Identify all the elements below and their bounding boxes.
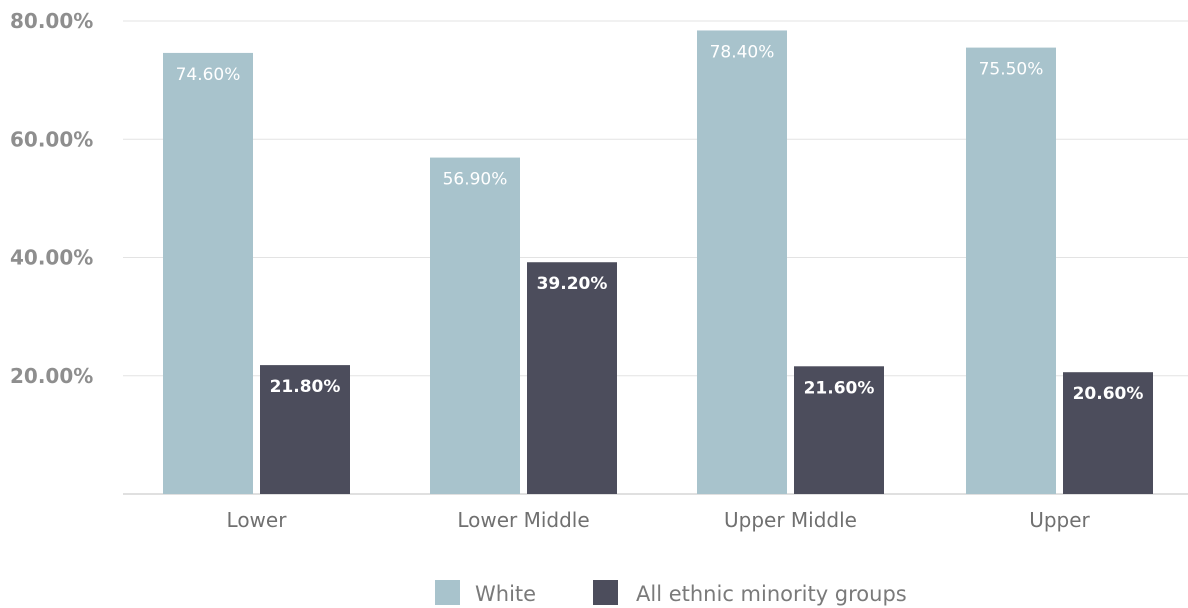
data-label: 20.60% [1073, 384, 1144, 404]
legend-label-white: White [475, 582, 536, 606]
data-label: 74.60% [176, 65, 241, 85]
y-tick-label: 40.00% [10, 246, 93, 270]
data-label: 56.90% [443, 170, 508, 190]
data-label: 21.60% [804, 378, 875, 398]
y-tick-label: 60.00% [10, 127, 93, 151]
legend-label-minority: All ethnic minority groups [636, 582, 907, 606]
x-tick-label: Upper Middle [724, 508, 857, 532]
x-tick-label: Upper [1029, 508, 1090, 532]
bar-white-lower [163, 52, 253, 495]
bar-white-upper [966, 47, 1056, 494]
data-labels: 74.60% 21.80% 56.90% 39.20% 78.40% 21.60% 75.5… [176, 42, 1144, 404]
data-label: 21.80% [270, 377, 341, 397]
x-axis-ticks: Lower Lower Middle Upper Middle Upper [227, 508, 1091, 532]
bar-minority-lower-middle [527, 262, 617, 494]
data-label: 39.20% [537, 274, 608, 294]
x-tick-label: Lower [227, 508, 288, 532]
data-label: 78.40% [710, 42, 775, 62]
data-label: 75.50% [979, 60, 1044, 80]
x-tick-label: Lower Middle [457, 508, 589, 532]
bars [163, 30, 1153, 495]
bar-minority-upper [1063, 372, 1153, 494]
legend-swatch-minority [593, 580, 618, 605]
bar-minority-upper-middle [794, 366, 884, 494]
bar-white-upper-middle [697, 30, 787, 495]
legend: White All ethnic minority groups [435, 580, 907, 606]
y-tick-label: 20.00% [10, 364, 93, 388]
y-tick-label: 80.00% [10, 9, 93, 33]
bar-white-lower-middle [430, 157, 520, 495]
bar-minority-lower [260, 365, 350, 494]
legend-swatch-white [435, 580, 460, 605]
y-axis-ticks: 20.00% 40.00% 60.00% 80.00% [10, 9, 93, 388]
